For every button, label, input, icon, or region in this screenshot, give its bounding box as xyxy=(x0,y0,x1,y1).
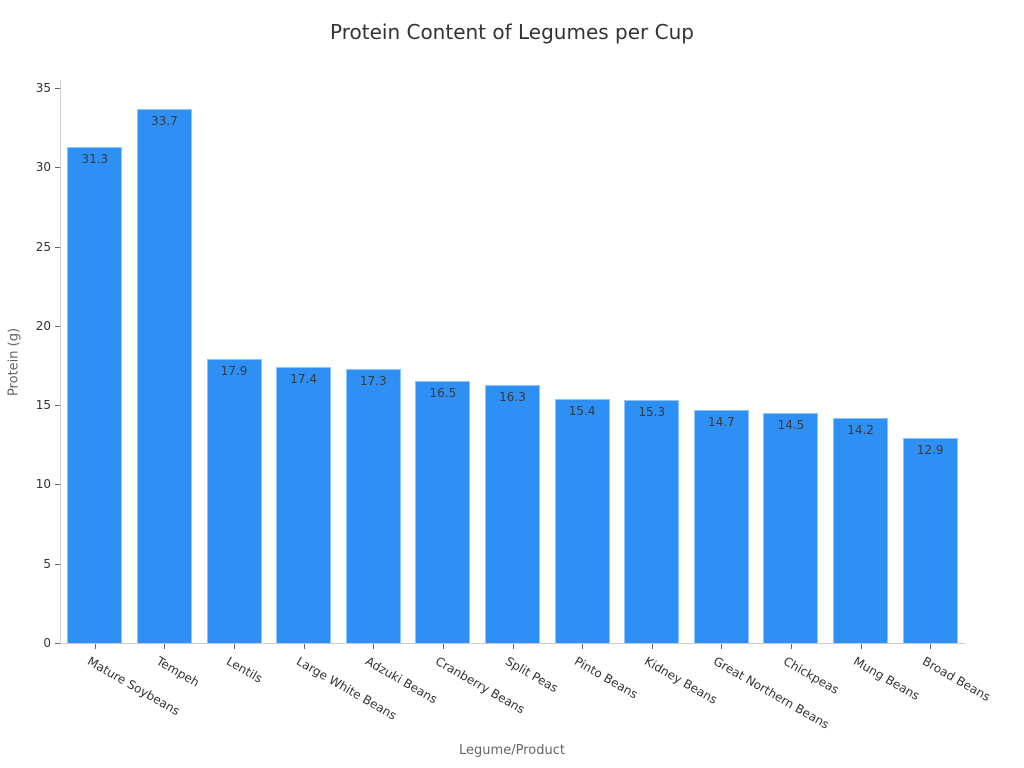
x-tick-mark xyxy=(512,644,514,649)
bar[interactable]: 17.3 xyxy=(345,368,401,643)
y-tick-label: 35 xyxy=(35,81,51,95)
bar[interactable]: 33.7 xyxy=(136,108,192,643)
x-tick-label: Pinto Beans xyxy=(572,654,641,702)
y-tick-mark xyxy=(55,325,60,327)
x-tick-mark xyxy=(234,644,236,649)
bar-value-label: 17.3 xyxy=(359,373,387,388)
x-tick-mark xyxy=(303,644,305,649)
y-tick-label: 30 xyxy=(35,160,51,175)
y-tick-mark xyxy=(55,563,60,565)
chart-title: Protein Content of Legumes per Cup xyxy=(330,20,694,44)
bar-value-label: 16.5 xyxy=(429,386,457,401)
bar-value-label: 14.5 xyxy=(777,418,805,433)
bar[interactable]: 17.4 xyxy=(276,367,332,643)
y-tick: 10 xyxy=(0,477,60,498)
x-tick-mark xyxy=(790,644,792,649)
bar[interactable]: 15.4 xyxy=(554,398,610,643)
bar-value-label: 17.9 xyxy=(220,364,248,379)
y-tick-mark xyxy=(55,643,60,644)
y-tick-mark xyxy=(55,88,60,89)
y-tick: 35 xyxy=(0,81,60,102)
bar[interactable]: 31.3 xyxy=(67,146,123,643)
y-tick: 15 xyxy=(0,398,60,419)
y-tick: 25 xyxy=(0,240,60,261)
x-tick-label: Great Northern Beans xyxy=(711,654,832,732)
x-tick-mark xyxy=(721,644,723,649)
y-tick-label: 0 xyxy=(43,636,51,650)
bar[interactable]: 14.2 xyxy=(833,417,889,643)
bar-value-label: 16.3 xyxy=(499,389,526,404)
x-tick-label: Kidney Beans xyxy=(641,654,720,707)
bar-value-label: 17.4 xyxy=(290,372,317,387)
bar[interactable]: 14.5 xyxy=(763,413,819,643)
y-tick: 30 xyxy=(0,160,60,181)
y-tick-mark xyxy=(55,246,60,248)
x-tick-label: Tempeh xyxy=(154,654,203,690)
y-tick-label: 5 xyxy=(43,556,51,571)
bar-value-label: 14.2 xyxy=(847,422,874,437)
x-tick-mark xyxy=(651,644,653,649)
x-tick-mark xyxy=(930,644,932,649)
bar-value-label: 33.7 xyxy=(151,113,178,128)
y-tick-mark xyxy=(55,167,60,169)
y-tick-mark xyxy=(55,484,60,486)
y-tick-label: 20 xyxy=(35,318,51,333)
x-tick-label: Split Peas xyxy=(502,654,560,696)
x-tick-label: Lentils xyxy=(224,654,265,686)
y-tick-label: 15 xyxy=(35,398,51,413)
y-tick-label: 10 xyxy=(35,477,51,492)
bar[interactable]: 15.3 xyxy=(624,400,680,643)
x-axis-label: Legume/Product xyxy=(459,743,565,758)
y-tick-mark xyxy=(55,405,60,407)
x-tick-mark xyxy=(582,644,584,649)
y-tick: 5 xyxy=(0,557,60,578)
bar-value-label: 14.7 xyxy=(707,414,735,429)
bar[interactable]: 17.9 xyxy=(206,359,262,643)
x-tick-mark xyxy=(860,644,862,649)
bar[interactable]: 16.5 xyxy=(415,381,471,643)
y-axis-line xyxy=(60,80,61,644)
bar[interactable]: 12.9 xyxy=(902,438,958,643)
y-tick: 20 xyxy=(0,319,60,340)
y-tick-label: 25 xyxy=(35,239,51,254)
bar-value-label: 15.4 xyxy=(568,403,596,418)
x-tick-mark xyxy=(373,644,375,649)
bar-value-label: 12.9 xyxy=(916,443,944,458)
y-tick: 0 xyxy=(0,636,60,657)
x-tick-mark xyxy=(164,644,166,649)
x-tick-label: Broad Beans xyxy=(920,654,993,705)
x-tick-label: Chickpeas xyxy=(780,654,842,697)
bar-value-label: 31.3 xyxy=(81,151,109,166)
x-axis-line xyxy=(60,643,965,644)
x-tick-mark xyxy=(94,644,96,649)
bar-value-label: 15.3 xyxy=(638,405,666,420)
x-tick-label: Mung Beans xyxy=(850,654,922,704)
x-tick-mark xyxy=(442,644,444,649)
bar[interactable]: 14.7 xyxy=(693,409,749,643)
bar[interactable]: 16.3 xyxy=(485,384,540,643)
